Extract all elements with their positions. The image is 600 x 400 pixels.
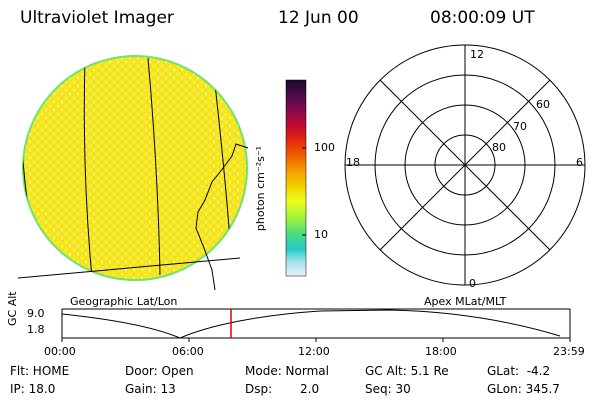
mlat-label-80: 80 — [492, 141, 506, 154]
colorbar-tick-10: 10 — [314, 228, 328, 241]
header-time: 08:00:09 UT — [430, 8, 535, 28]
xtick-2359: 23:59 — [553, 345, 585, 358]
polar-caption: Apex MLat/MLT — [424, 295, 507, 308]
status-ip: IP: 18.0 — [10, 382, 56, 396]
altitude-plot-frame — [61, 308, 571, 339]
mlt-label-12: 12 — [470, 48, 484, 61]
mlat-label-70: 70 — [513, 120, 527, 133]
colorbar-gradient — [285, 79, 307, 277]
mlat-label-60: 60 — [536, 98, 550, 111]
status-glon: GLon: 345.7 — [487, 382, 560, 396]
status-dsp-value: 2.0 — [300, 382, 320, 396]
mlt-label-0: 0 — [469, 277, 476, 290]
xtick-0600: 06:00 — [172, 345, 204, 358]
app-title: Ultraviolet Imager — [20, 8, 174, 28]
globe-disk — [22, 55, 248, 281]
mlt-diag-2 — [379, 79, 551, 251]
globe-caption: Geographic Lat/Lon — [70, 295, 178, 308]
xtick-0000: 00:00 — [44, 345, 76, 358]
mlt-label-18: 18 — [346, 156, 360, 169]
xtick-1800: 18:00 — [425, 345, 457, 358]
colorbar-tick-100: 100 — [314, 141, 335, 154]
mlt-label-6: 6 — [576, 156, 583, 169]
status-dsp-label: Dsp: — [245, 382, 273, 396]
status-door: Door: Open — [125, 364, 194, 378]
altitude-ytick-9: 9.0 — [27, 307, 45, 320]
status-seq: Seq: 30 — [365, 382, 411, 396]
status-mode: Mode: Normal — [245, 364, 329, 378]
status-glat: GLat: -4.2 — [487, 364, 551, 378]
status-gc-alt: GC Alt: 5.1 Re — [365, 364, 449, 378]
altitude-curve — [61, 309, 561, 339]
header-date: 12 Jun 00 — [278, 8, 359, 28]
coastline — [195, 143, 249, 291]
latitude-line — [17, 257, 241, 279]
status-flt: Flt: HOME — [10, 364, 70, 378]
status-gain: Gain: 13 — [125, 382, 176, 396]
xtick-1200: 12:00 — [298, 345, 330, 358]
altitude-ytick-1-8: 1.8 — [27, 323, 45, 336]
altitude-axis-title: GC Alt — [6, 291, 19, 326]
